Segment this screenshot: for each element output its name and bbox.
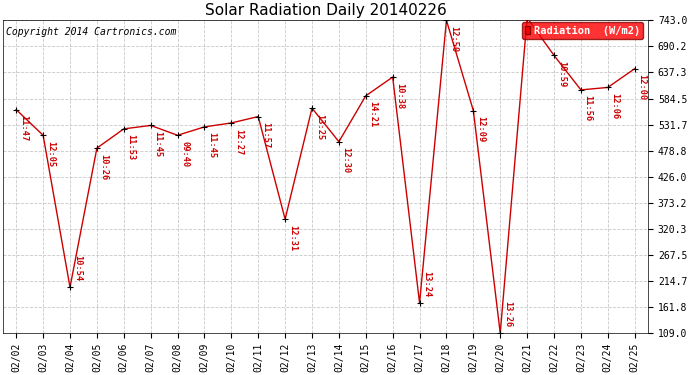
Text: 11:00: 11:00: [0, 374, 1, 375]
Text: 13:26: 13:26: [503, 302, 512, 328]
Text: 12:09: 12:09: [476, 116, 485, 142]
Title: Solar Radiation Daily 20140226: Solar Radiation Daily 20140226: [204, 3, 446, 18]
Text: 13:24: 13:24: [422, 271, 431, 297]
Text: 10:59: 10:59: [557, 61, 566, 87]
Text: 11:56: 11:56: [584, 96, 593, 122]
Text: 13:25: 13:25: [315, 114, 324, 140]
Legend: Radiation  (W/m2): Radiation (W/m2): [522, 22, 643, 39]
Text: 11:45: 11:45: [207, 132, 216, 159]
Text: 12:00: 12:00: [638, 74, 647, 100]
Text: 10:38: 10:38: [395, 82, 404, 109]
Text: 11:57: 11:57: [261, 122, 270, 148]
Text: 11:47: 11:47: [19, 115, 28, 141]
Text: 14:21: 14:21: [368, 101, 377, 128]
Text: Copyright 2014 Cartronics.com: Copyright 2014 Cartronics.com: [6, 27, 177, 37]
Text: 12:06: 12:06: [611, 93, 620, 119]
Text: 10:26: 10:26: [99, 154, 108, 180]
Text: 10:54: 10:54: [72, 255, 82, 282]
Text: 12:50: 12:50: [449, 26, 458, 52]
Text: 12:05: 12:05: [46, 141, 55, 167]
Text: 12:30: 12:30: [342, 147, 351, 174]
Text: 12:27: 12:27: [234, 129, 243, 155]
Text: 09:40: 09:40: [180, 141, 189, 167]
Text: 12:31: 12:31: [288, 225, 297, 251]
Text: 11:45: 11:45: [153, 131, 162, 157]
Text: 11:53: 11:53: [126, 134, 135, 160]
